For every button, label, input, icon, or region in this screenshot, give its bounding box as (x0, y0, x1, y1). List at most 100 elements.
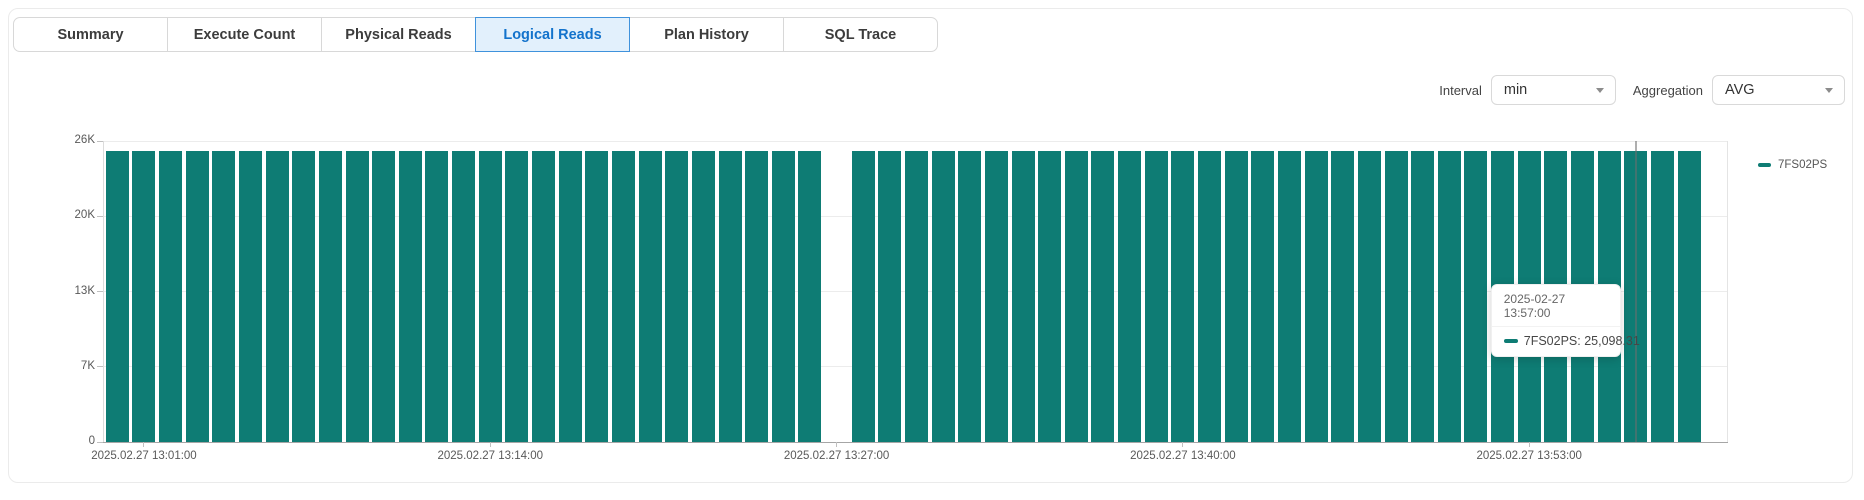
bar[interactable] (1277, 151, 1301, 442)
bar[interactable] (159, 151, 183, 442)
sql-statistics-panel: Summary Execute Count Physical Reads Log… (8, 8, 1853, 483)
bar[interactable] (638, 151, 662, 442)
aggregation-label: Aggregation (1632, 82, 1703, 98)
x-axis-tick (1182, 442, 1184, 447)
bar[interactable] (345, 151, 369, 442)
tab-sql-trace[interactable]: SQL Trace (783, 17, 938, 52)
bar[interactable] (745, 151, 769, 442)
bar[interactable] (1171, 151, 1195, 442)
aggregation-select[interactable]: AVG (1712, 75, 1845, 105)
bar[interactable] (1118, 151, 1142, 442)
bar[interactable] (905, 151, 928, 442)
bar[interactable] (1198, 151, 1222, 442)
tab-summary[interactable]: Summary (13, 17, 168, 52)
tab-logical-reads[interactable]: Logical Reads (475, 17, 630, 52)
bar[interactable] (1411, 151, 1435, 442)
y-axis-tick (97, 140, 103, 142)
bar[interactable] (239, 151, 263, 442)
bar[interactable] (265, 151, 289, 442)
axis-pointer-line (1634, 141, 1637, 442)
x-axis-tick (1528, 442, 1530, 447)
x-axis-label: 2025.02.27 13:40:00 (1130, 450, 1236, 462)
y-axis-tick (97, 291, 103, 292)
chart-controls: Interval min Aggregation AVG (1439, 75, 1845, 105)
bar[interactable] (105, 151, 129, 442)
bar[interactable] (1304, 151, 1328, 442)
bar[interactable] (1064, 151, 1088, 442)
bar[interactable] (718, 151, 742, 442)
bar[interactable] (1251, 151, 1275, 442)
x-axis-tick (836, 442, 838, 447)
tooltip-series-value: 7FS02PS: 25,098.31 (1523, 334, 1640, 348)
bar[interactable] (1038, 151, 1062, 442)
bar[interactable] (478, 151, 502, 442)
bar[interactable] (1357, 151, 1381, 442)
tab-plan-history[interactable]: Plan History (629, 17, 784, 52)
aggregation-value: AVG (1725, 82, 1755, 98)
bar[interactable] (798, 151, 822, 442)
bar[interactable] (372, 151, 396, 442)
bar[interactable] (611, 151, 635, 442)
bar[interactable] (1384, 151, 1408, 442)
x-axis-line (103, 442, 1728, 443)
chevron-down-icon (1595, 87, 1604, 93)
bar[interactable] (185, 151, 209, 442)
y-axis-tick (97, 366, 103, 368)
bar[interactable] (452, 151, 476, 442)
y-axis-label: 7K (80, 359, 95, 372)
x-axis-label: 2025.02.27 13:53:00 (1476, 450, 1582, 462)
y-axis-label: 0 (88, 435, 95, 447)
y-axis-tick (97, 215, 103, 217)
bar[interactable] (931, 151, 955, 442)
y-gridline (104, 140, 1727, 142)
chart-tooltip: 2025-02-27 13:57:00 7FS02PS: 25,098.31 (1490, 284, 1640, 357)
bar[interactable] (1650, 151, 1674, 442)
x-axis-label: 2025.02.27 13:14:00 (437, 450, 544, 462)
bar[interactable] (585, 151, 609, 442)
logical-reads-bar-chart: 0 7K 13K 20K 26K 2025.02.27 13:01:00 2025.02.2… (75, 134, 1728, 462)
bar[interactable] (1011, 151, 1035, 442)
bar[interactable] (132, 151, 156, 442)
tab-bar: Summary Execute Count Physical Reads Log… (13, 17, 938, 52)
y-axis-label: 26K (74, 134, 95, 146)
bar[interactable] (691, 151, 715, 442)
bar[interactable] (532, 151, 556, 442)
bar[interactable] (1091, 151, 1115, 442)
interval-value: min (1503, 82, 1528, 98)
bar[interactable] (212, 151, 236, 442)
tab-physical-reads[interactable]: Physical Reads (321, 17, 476, 52)
bar[interactable] (1144, 151, 1168, 442)
bar[interactable] (851, 151, 875, 442)
x-axis-tick (143, 442, 145, 447)
bar[interactable] (292, 151, 316, 442)
bar[interactable] (984, 151, 1008, 442)
tooltip-timestamp: 2025-02-27 13:57:00 (1491, 285, 1620, 327)
x-axis-label: 2025.02.27 13:27:00 (783, 450, 890, 462)
bar[interactable] (1677, 151, 1701, 442)
y-axis-tick (97, 441, 103, 443)
x-axis-label: 2025.02.27 13:01:00 (91, 450, 197, 462)
bar[interactable] (771, 151, 795, 442)
legend-label: 7FS02PS (1778, 159, 1828, 171)
series-marker-icon (1758, 163, 1771, 167)
bar[interactable] (505, 151, 529, 442)
y-axis-label: 13K (74, 284, 95, 297)
bar[interactable] (318, 151, 342, 442)
chevron-down-icon (1825, 87, 1833, 93)
tab-execute-count[interactable]: Execute Count (167, 17, 322, 52)
bar[interactable] (398, 151, 422, 442)
legend-item-7fs02ps[interactable]: 7FS02PS (1758, 159, 1827, 171)
bar[interactable] (425, 151, 449, 442)
bar[interactable] (665, 151, 689, 442)
bar[interactable] (1331, 151, 1355, 442)
bar[interactable] (878, 151, 902, 442)
interval-select[interactable]: min (1490, 75, 1616, 105)
series-marker-icon (1503, 339, 1518, 343)
bar[interactable] (1224, 151, 1248, 442)
bar[interactable] (958, 151, 982, 442)
interval-label: Interval (1439, 82, 1482, 98)
bar[interactable] (558, 151, 582, 442)
bar[interactable] (1464, 151, 1488, 442)
bar[interactable] (1437, 151, 1461, 442)
y-axis-label: 20K (74, 209, 95, 222)
